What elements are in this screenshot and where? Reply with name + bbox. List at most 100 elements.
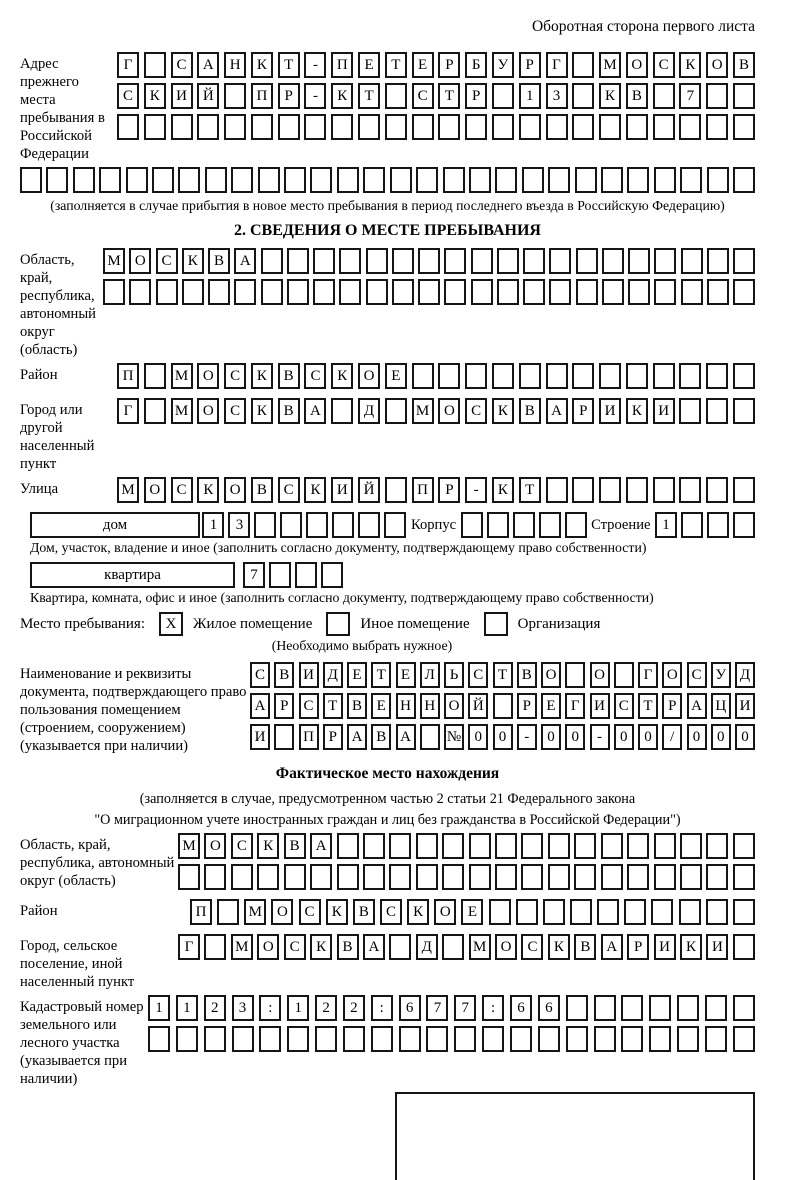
char-cell[interactable]: С (468, 662, 489, 688)
char-cell[interactable]: А (395, 724, 416, 750)
char-cell[interactable]: 6 (398, 995, 421, 1021)
char-cell[interactable] (627, 833, 650, 859)
char-cell[interactable] (442, 864, 465, 890)
char-cell[interactable] (306, 512, 329, 538)
char-cell[interactable] (178, 167, 201, 193)
char-cell[interactable]: Й (358, 477, 381, 503)
char-cell[interactable]: О (358, 363, 381, 389)
char-cell[interactable]: А (197, 52, 220, 78)
char-cell[interactable]: 0 (613, 724, 634, 750)
char-cell[interactable]: Т (438, 83, 461, 109)
char-cell[interactable]: М (178, 833, 200, 859)
char-cell[interactable] (339, 279, 362, 305)
char-cell[interactable] (468, 864, 491, 890)
char-cell[interactable]: К (304, 477, 327, 503)
char-cell[interactable] (652, 363, 675, 389)
char-cell[interactable]: О (438, 398, 461, 424)
char-cell[interactable]: 0 (468, 724, 489, 750)
char-cell[interactable] (495, 833, 518, 859)
char-cell[interactable]: 0 (541, 724, 561, 750)
char-cell[interactable] (733, 279, 755, 305)
char-cell[interactable] (331, 398, 354, 424)
char-cell[interactable]: 0 (735, 724, 755, 750)
char-cell[interactable] (651, 899, 674, 925)
char-cell[interactable]: Р (516, 693, 537, 719)
char-cell[interactable]: 1 (202, 512, 225, 538)
char-cell[interactable]: 3 (231, 995, 254, 1021)
char-cell[interactable] (418, 279, 440, 305)
char-cell[interactable]: Л (419, 662, 440, 688)
char-cell[interactable]: - (304, 52, 327, 78)
char-cell[interactable] (732, 833, 755, 859)
char-cell[interactable] (593, 1026, 616, 1052)
char-cell[interactable]: В (277, 363, 300, 389)
char-cell[interactable] (679, 477, 702, 503)
char-cell[interactable]: К (181, 248, 204, 274)
char-cell[interactable]: Т (518, 477, 541, 503)
char-cell[interactable]: К (331, 83, 354, 109)
char-cell[interactable] (295, 562, 317, 588)
char-cell[interactable] (547, 864, 570, 890)
char-cell[interactable] (600, 864, 623, 890)
char-cell[interactable] (438, 363, 461, 389)
char-cell[interactable] (143, 398, 166, 424)
char-cell[interactable]: В (352, 899, 375, 925)
char-cell[interactable]: П (298, 724, 319, 750)
char-cell[interactable] (442, 167, 465, 193)
char-cell[interactable] (732, 995, 755, 1021)
char-cell[interactable]: : (370, 995, 393, 1021)
char-cell[interactable]: К (257, 833, 280, 859)
char-cell[interactable]: А (545, 398, 568, 424)
char-cell[interactable]: К (599, 83, 622, 109)
char-cell[interactable]: И (331, 477, 354, 503)
char-cell[interactable] (704, 1026, 727, 1052)
char-cell[interactable]: Н (419, 693, 440, 719)
char-cell[interactable] (20, 167, 42, 193)
char-cell[interactable]: Р (662, 693, 683, 719)
char-cell[interactable] (652, 114, 675, 140)
char-cell[interactable] (358, 512, 381, 538)
char-cell[interactable] (257, 864, 280, 890)
char-cell[interactable] (574, 833, 597, 859)
char-cell[interactable]: К (325, 899, 348, 925)
char-cell[interactable] (389, 833, 412, 859)
char-cell[interactable]: Н (395, 693, 416, 719)
char-cell[interactable]: С (224, 398, 247, 424)
char-cell[interactable]: Т (358, 83, 381, 109)
char-cell[interactable] (495, 167, 518, 193)
char-cell[interactable]: Т (322, 693, 343, 719)
char-cell[interactable] (384, 83, 407, 109)
char-cell[interactable]: О (197, 398, 220, 424)
char-cell[interactable]: В (371, 724, 392, 750)
char-cell[interactable] (438, 114, 461, 140)
char-cell[interactable]: Г (117, 52, 139, 78)
char-cell[interactable]: 2 (342, 995, 365, 1021)
char-cell[interactable] (652, 83, 675, 109)
char-cell[interactable] (260, 248, 283, 274)
char-cell[interactable] (442, 833, 465, 859)
char-cell[interactable] (454, 1026, 477, 1052)
char-cell[interactable] (599, 477, 622, 503)
char-cell[interactable]: К (197, 477, 220, 503)
char-cell[interactable] (496, 248, 519, 274)
char-cell[interactable]: Е (347, 662, 367, 688)
char-cell[interactable] (143, 363, 166, 389)
char-cell[interactable] (652, 477, 675, 503)
char-cell[interactable]: В (347, 693, 367, 719)
char-cell[interactable]: Й (468, 693, 489, 719)
char-cell[interactable]: С (250, 662, 270, 688)
char-cell[interactable] (706, 248, 729, 274)
char-cell[interactable]: О (204, 833, 227, 859)
char-cell[interactable]: И (706, 934, 729, 960)
char-cell[interactable]: Т (384, 52, 407, 78)
char-cell[interactable] (170, 114, 193, 140)
char-cell[interactable] (415, 864, 438, 890)
char-cell[interactable]: 0 (686, 724, 707, 750)
char-cell[interactable]: И (250, 724, 270, 750)
char-cell[interactable] (538, 512, 561, 538)
char-cell[interactable]: И (298, 662, 319, 688)
char-cell[interactable]: И (652, 398, 675, 424)
char-cell[interactable]: М (230, 934, 253, 960)
char-cell[interactable]: Г (545, 52, 568, 78)
char-cell[interactable] (574, 167, 597, 193)
